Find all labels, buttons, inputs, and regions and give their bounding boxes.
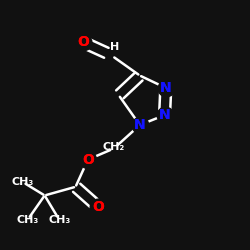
Text: H: H [110, 42, 120, 52]
Text: N: N [134, 118, 146, 132]
Text: CH₃: CH₃ [16, 215, 38, 225]
Text: N: N [159, 108, 170, 122]
Text: O: O [82, 152, 94, 166]
Text: CH₃: CH₃ [11, 177, 34, 187]
Text: N: N [134, 118, 146, 132]
Text: O: O [77, 35, 89, 49]
Text: O: O [77, 35, 89, 49]
Text: N: N [159, 108, 170, 122]
Text: O: O [92, 200, 104, 213]
Text: N: N [160, 81, 172, 95]
Text: CH₃: CH₃ [48, 215, 70, 225]
Text: CH₂: CH₂ [103, 142, 125, 152]
Text: N: N [160, 81, 172, 95]
Text: O: O [92, 200, 104, 213]
Text: O: O [82, 152, 94, 166]
